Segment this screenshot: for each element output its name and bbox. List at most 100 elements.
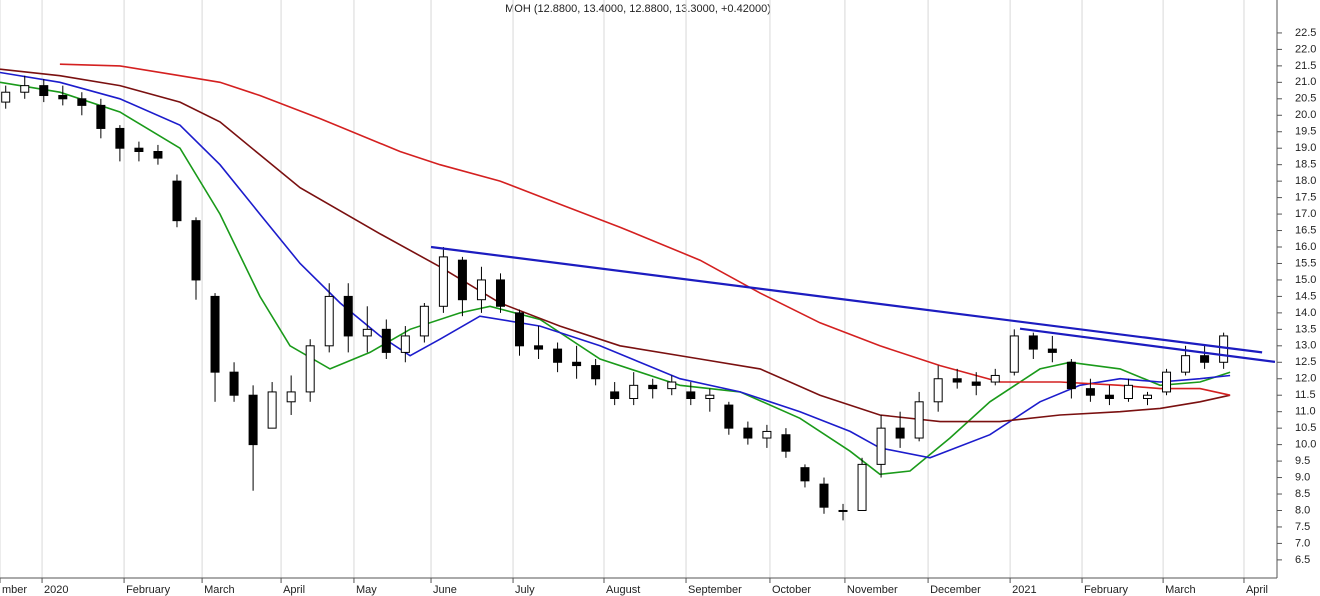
y-tick-label: 13.5 bbox=[1295, 323, 1316, 335]
candle-body bbox=[1219, 335, 1229, 363]
candle-body bbox=[1162, 371, 1172, 393]
candle-body bbox=[838, 509, 848, 512]
trendline bbox=[1019, 327, 1276, 363]
moving-average bbox=[0, 68, 1231, 423]
candle-body bbox=[172, 180, 182, 222]
x-tick-label: June bbox=[433, 584, 457, 596]
candle-body bbox=[1123, 384, 1133, 400]
candle-body bbox=[305, 345, 315, 393]
x-tick-label: February bbox=[126, 584, 171, 596]
x-tick-label: February bbox=[1084, 584, 1129, 596]
candle-body bbox=[457, 259, 467, 301]
candle-body bbox=[343, 295, 353, 337]
candle-body bbox=[933, 378, 943, 403]
y-tick-label: 21.0 bbox=[1295, 76, 1316, 88]
x-tick-label: mber bbox=[2, 584, 27, 596]
candle-body bbox=[781, 434, 791, 452]
candle-body bbox=[1066, 361, 1076, 390]
candle-body bbox=[1047, 348, 1057, 353]
candle-body bbox=[610, 391, 620, 400]
x-tick-label: May bbox=[356, 584, 377, 596]
candle-body bbox=[686, 391, 696, 400]
candle-body bbox=[971, 381, 981, 386]
candle-body bbox=[248, 394, 258, 446]
candle-body bbox=[819, 483, 829, 508]
x-tick-label: November bbox=[847, 584, 898, 596]
x-tick-label: July bbox=[515, 584, 535, 596]
candle-body bbox=[1143, 394, 1152, 400]
y-tick-label: 21.5 bbox=[1295, 60, 1316, 72]
candle-body bbox=[1009, 335, 1019, 373]
y-tick-label: 20.5 bbox=[1295, 93, 1316, 105]
y-tick-label: 8.5 bbox=[1295, 488, 1310, 500]
candle-body bbox=[572, 361, 582, 367]
candle-body bbox=[476, 279, 486, 301]
x-tick-label: December bbox=[930, 584, 981, 596]
candle-body bbox=[77, 98, 87, 106]
candle-body bbox=[20, 85, 30, 93]
x-tick-label: 2021 bbox=[1012, 584, 1036, 596]
candle-body bbox=[534, 345, 544, 350]
y-tick-label: 18.5 bbox=[1295, 159, 1316, 171]
y-tick-label: 18.0 bbox=[1295, 175, 1316, 187]
y-tick-label: 20.0 bbox=[1295, 109, 1316, 121]
candle-body bbox=[857, 463, 867, 511]
y-tick-label: 19.5 bbox=[1295, 126, 1316, 138]
candle-body bbox=[629, 384, 639, 400]
y-tick-label: 10.0 bbox=[1295, 439, 1316, 451]
candle-body bbox=[743, 427, 753, 439]
y-tick-label: 22.0 bbox=[1295, 43, 1316, 55]
y-tick-label: 8.0 bbox=[1295, 504, 1310, 516]
x-tick-label: 2020 bbox=[44, 584, 68, 596]
y-tick-label: 17.0 bbox=[1295, 208, 1316, 220]
candle-body bbox=[1085, 388, 1095, 396]
y-tick-label: 12.0 bbox=[1295, 373, 1316, 385]
y-tick-label: 14.5 bbox=[1295, 290, 1316, 302]
x-tick-label: October bbox=[772, 584, 811, 596]
moving-average bbox=[0, 81, 1231, 476]
candle-body bbox=[553, 348, 563, 363]
x-tick-label: September bbox=[688, 584, 742, 596]
candle-body bbox=[914, 401, 924, 439]
candle-body bbox=[419, 305, 429, 337]
y-tick-label: 7.0 bbox=[1295, 537, 1310, 549]
candle-body bbox=[58, 95, 68, 100]
candle-body bbox=[324, 295, 334, 347]
candle-body bbox=[267, 391, 277, 429]
candle-body bbox=[667, 381, 677, 390]
candle-body bbox=[39, 85, 49, 97]
y-tick-label: 16.5 bbox=[1295, 224, 1316, 236]
y-tick-label: 11.0 bbox=[1295, 406, 1316, 418]
candle-body bbox=[762, 430, 772, 439]
y-tick-label: 19.0 bbox=[1295, 142, 1316, 154]
y-tick-label: 15.0 bbox=[1295, 274, 1316, 286]
candle-body bbox=[191, 220, 201, 281]
candle-body bbox=[495, 279, 505, 307]
y-tick-label: 11.5 bbox=[1295, 389, 1316, 401]
y-tick-label: 13.0 bbox=[1295, 340, 1316, 352]
x-tick-label: August bbox=[606, 584, 640, 596]
candle-body bbox=[648, 384, 658, 390]
y-tick-label: 17.5 bbox=[1295, 192, 1316, 204]
y-tick-label: 9.5 bbox=[1295, 455, 1310, 467]
candle-body bbox=[96, 104, 106, 129]
y-tick-label: 15.5 bbox=[1295, 257, 1316, 269]
chart-title: MOH (12.8800, 13.4000, 12.8800, 13.3000,… bbox=[505, 3, 771, 15]
y-tick-label: 14.0 bbox=[1295, 307, 1316, 319]
candle-body bbox=[153, 150, 163, 159]
candle-body bbox=[990, 374, 1000, 383]
candle-body bbox=[362, 328, 372, 337]
x-tick-label: March bbox=[1165, 584, 1196, 596]
candle-body bbox=[724, 404, 734, 429]
x-tick-label: April bbox=[1246, 584, 1268, 596]
candle-body bbox=[1028, 335, 1038, 350]
candle-body bbox=[1104, 394, 1114, 400]
y-tick-label: 16.0 bbox=[1295, 241, 1316, 253]
y-tick-label: 10.5 bbox=[1295, 422, 1316, 434]
candle-body bbox=[515, 312, 525, 347]
y-tick-label: 12.5 bbox=[1295, 356, 1316, 368]
x-tick-label: March bbox=[204, 584, 235, 596]
candle-body bbox=[800, 467, 810, 482]
candle-body bbox=[1181, 355, 1191, 373]
